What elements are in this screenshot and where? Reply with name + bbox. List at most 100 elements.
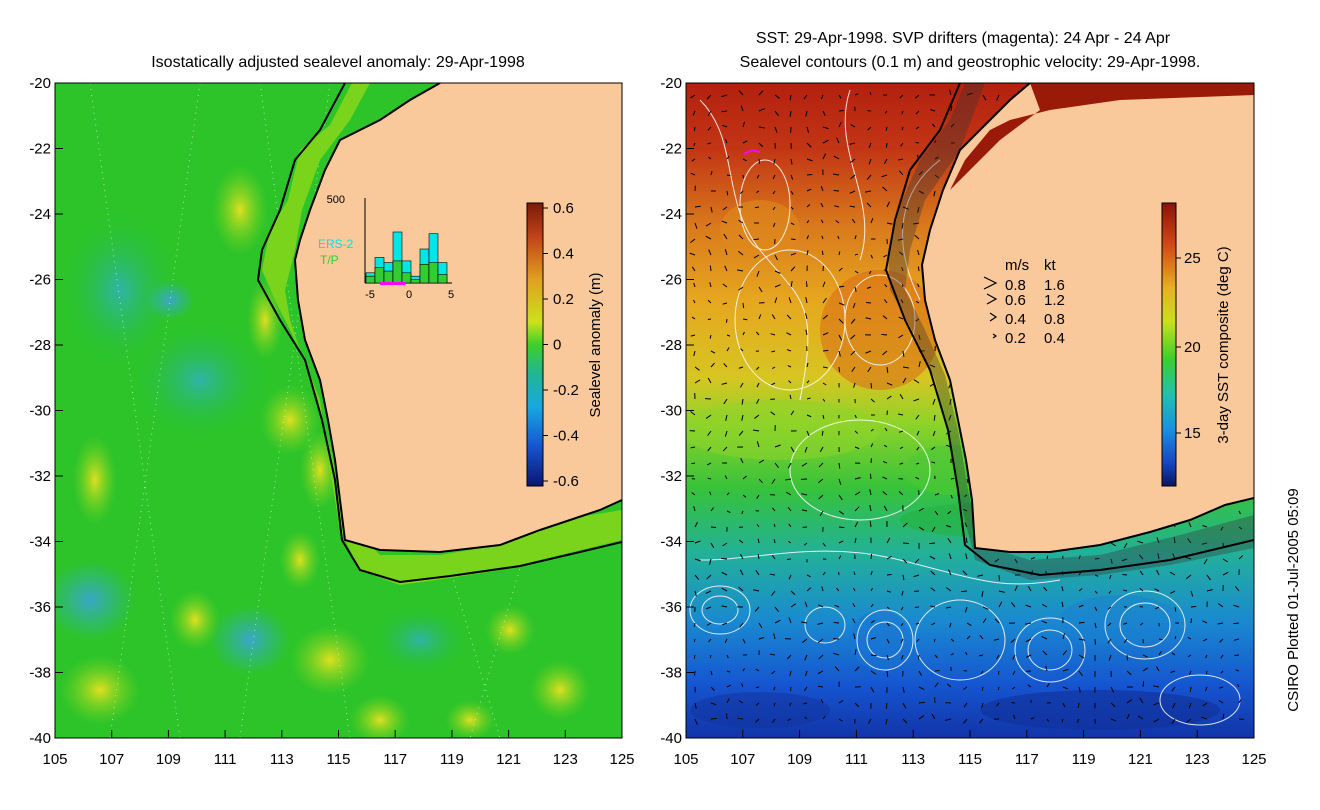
velocity-arrow (870, 218, 874, 224)
velocity-arrow (1202, 620, 1208, 624)
velocity-arrow (1109, 574, 1112, 580)
velocity-arrow (693, 126, 696, 132)
velocity-arrow (1078, 670, 1083, 677)
velocity-arrow (738, 366, 744, 369)
velocity-arrow (1045, 665, 1048, 672)
velocity-arrow (883, 254, 888, 258)
velocity-arrow (966, 635, 971, 640)
velocity-arrow (805, 281, 808, 288)
velocity-arrow (790, 590, 796, 596)
velocity-arrow (774, 270, 781, 274)
velocity-arrow (694, 702, 697, 709)
velocity-arrow (1233, 604, 1240, 608)
velocity-arrow (901, 283, 904, 288)
velocity-arrow (865, 317, 872, 320)
velocity-arrow (821, 250, 824, 256)
velocity-arrow (851, 366, 856, 372)
velocity-arrow (915, 301, 920, 304)
velocity-arrow (755, 686, 760, 689)
velocity-arrow (900, 606, 904, 611)
velocity-arrow (786, 654, 792, 660)
velocity-arrow (1170, 590, 1176, 594)
velocity-arrow (722, 206, 728, 211)
velocity-arrow (773, 686, 776, 691)
velocity-arrow (902, 366, 909, 369)
velocity-arrow (721, 94, 728, 98)
velocity-arrow (852, 618, 856, 624)
velocity-arrow (806, 188, 812, 192)
right-lat-label: -32 (660, 468, 682, 485)
velocity-arrow (945, 524, 952, 528)
velocity-arrow (773, 633, 776, 640)
histogram-legend-ers2: ERS-2 (318, 237, 354, 251)
velocity-arrow (757, 538, 760, 544)
velocity-arrow (710, 362, 715, 368)
velocity-arrow (854, 491, 861, 496)
velocity-arrow (1014, 558, 1018, 564)
velocity-arrow (787, 718, 792, 721)
velocity-arrow (758, 158, 761, 164)
velocity-arrow (902, 522, 908, 528)
velocity-arrow (854, 537, 857, 544)
velocity-arrow (742, 121, 746, 128)
velocity-arrow (705, 235, 712, 240)
velocity-arrow (740, 105, 744, 112)
velocity-arrow (1061, 601, 1064, 608)
right-lat-label: -30 (660, 403, 682, 420)
velocity-arrow (820, 219, 824, 224)
velocity-arrow (886, 395, 892, 400)
velocity-arrow (706, 94, 712, 100)
colorbar-tick-label: 20 (1184, 339, 1201, 356)
velocity-arrow (902, 558, 908, 564)
velocity-arrow (822, 139, 829, 144)
velocity-arrow (897, 238, 904, 241)
velocity-arrow (915, 318, 920, 322)
velocity-arrow (806, 574, 812, 578)
velocity-arrow (773, 158, 776, 165)
velocity-arrow (790, 603, 797, 608)
velocity-key-kt-0.4: 0.8 (1044, 311, 1065, 328)
velocity-arrow (1238, 526, 1243, 530)
velocity-arrow (789, 670, 792, 676)
velocity-arrow (787, 507, 792, 512)
velocity-arrow (946, 587, 952, 592)
velocity-arrow (849, 205, 856, 208)
velocity-arrow (977, 574, 984, 577)
velocity-arrow (1190, 590, 1194, 597)
velocity-arrow (758, 142, 764, 148)
velocity-arrow (737, 269, 744, 272)
velocity-arrow (835, 220, 840, 224)
velocity-arrow (933, 414, 936, 421)
velocity-arrow (710, 206, 713, 213)
velocity-arrow (1077, 702, 1080, 708)
velocity-arrow (774, 110, 779, 117)
velocity-arrow (981, 590, 984, 597)
velocity-arrow (1078, 654, 1085, 659)
velocity-arrow (1025, 622, 1032, 625)
velocity-arrow (918, 526, 925, 531)
sst-colorbar-ticks: 25 20 15 (1176, 250, 1201, 442)
velocity-arrow (1110, 702, 1116, 708)
velocity-arrow (1185, 556, 1192, 560)
velocity-arrow (882, 476, 888, 480)
velocity-arrow (1137, 540, 1144, 544)
velocity-arrow (1062, 650, 1068, 656)
velocity-arrow (1201, 716, 1208, 720)
velocity-arrow (886, 654, 889, 661)
velocity-arrow (865, 350, 872, 354)
velocity-arrow (933, 638, 936, 643)
velocity-arrow (854, 430, 859, 434)
velocity-arrow (886, 382, 893, 386)
velocity-arrow (1027, 684, 1032, 688)
velocity-arrow (705, 606, 712, 610)
velocity-arrow (758, 478, 763, 484)
velocity-arrow (900, 622, 904, 627)
velocity-arrow (689, 252, 696, 256)
velocity-arrow (804, 654, 808, 661)
velocity-arrow (899, 394, 904, 400)
velocity-arrow (850, 318, 856, 324)
velocity-arrow (789, 702, 792, 707)
velocity-arrow (803, 702, 808, 705)
histogram-legend-tp: T/P (320, 253, 339, 267)
velocity-arrow (801, 638, 808, 644)
